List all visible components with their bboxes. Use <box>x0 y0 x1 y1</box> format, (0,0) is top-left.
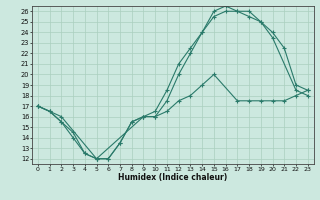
X-axis label: Humidex (Indice chaleur): Humidex (Indice chaleur) <box>118 173 228 182</box>
